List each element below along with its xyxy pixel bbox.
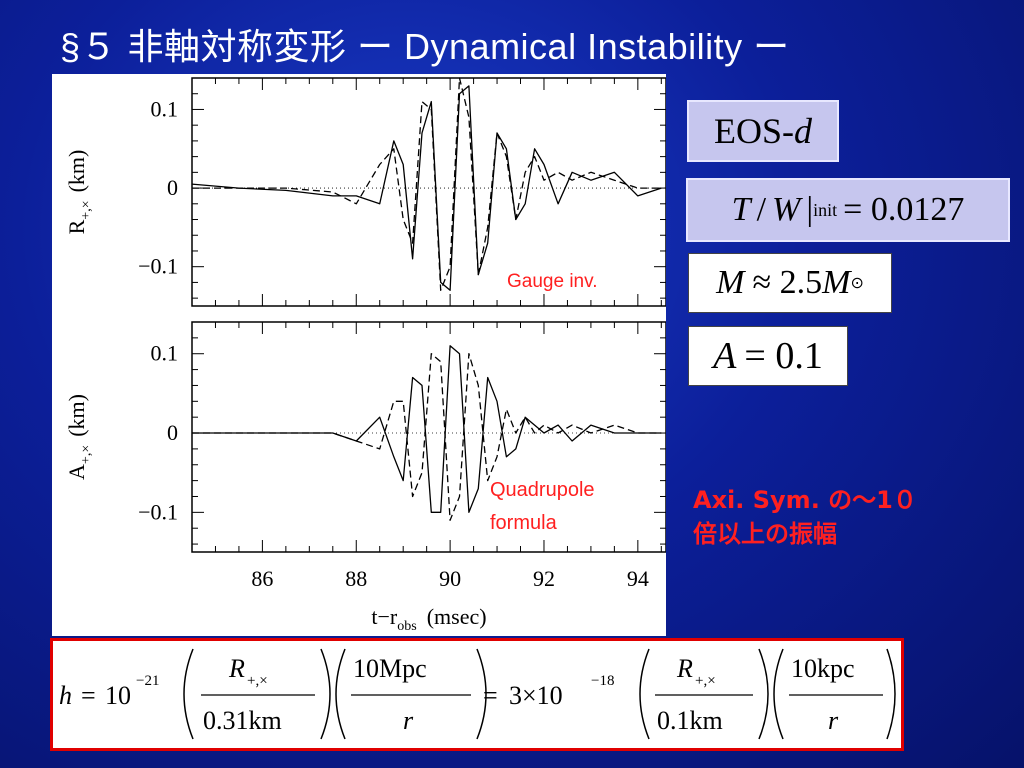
x-tick-label: 92 (533, 566, 555, 591)
series-line-dashed (192, 77, 662, 291)
formula-num2: 10Mpc (353, 654, 427, 683)
amp-A: A (713, 335, 737, 377)
formula-eq1: = (81, 681, 96, 710)
amp-value: = 0.1 (744, 335, 823, 377)
formula-den1: 0.31km (203, 706, 282, 735)
paren-right-1 (320, 648, 331, 740)
paren-left-3 (639, 648, 650, 740)
y-axis-label-1: A+,×(km) (64, 394, 94, 480)
eos-text: EOS- (714, 111, 794, 151)
formula-R3: R (676, 654, 693, 683)
tw-T: T (731, 191, 751, 228)
waveform-figure: 0.1 0 −0.1 R+,×(km) Gauge inv. 0.1 0 −0.1 A+,×(k… (52, 74, 666, 636)
paren-left-2 (335, 648, 346, 740)
formula-eq2: = (483, 681, 498, 710)
plot-frame-1 (191, 321, 666, 553)
eos-italic: d (794, 111, 812, 151)
formula-den4: r (828, 706, 839, 735)
formula-ten1: 10 (105, 681, 131, 710)
y-tick-label: −0.1 (138, 499, 178, 524)
y-tick-label: −0.1 (138, 254, 178, 279)
formula-num4: 10kpc (791, 654, 855, 683)
mass-box: M ≈ 2.5 M ⊙ (688, 253, 892, 313)
tw-W: W (772, 191, 801, 228)
series-line-dashed (192, 353, 662, 521)
x-axis-label: t−robs (msec) (371, 604, 486, 634)
formula-three: 3×10 (509, 681, 563, 710)
paren-left-1 (183, 648, 194, 740)
mass-M2: M (822, 264, 851, 301)
series-line-solid (191, 85, 662, 291)
strain-formula: h = 10 −21 R +,× 0.31km 10Mpc r = 3×10 −… (59, 648, 896, 740)
x-tick-label: 86 (251, 566, 273, 591)
x-tick-label: 94 (627, 566, 649, 591)
formula-h: h (59, 681, 72, 710)
formula-annotation: formula (490, 512, 558, 534)
rotation-ratio-box: T / W | init = 0.0127 (686, 178, 1010, 242)
formula-R1: R (228, 654, 245, 683)
formula-R3-sub: +,× (695, 673, 716, 689)
formula-den2: r (403, 706, 414, 735)
quadrupole-annotation: Quadrupole (490, 479, 595, 501)
formula-den3: 0.1km (657, 706, 723, 735)
slide-title: §５ 非軸対称変形 ー Dynamical Instability ー (60, 26, 790, 67)
tw-slash: / (756, 191, 767, 228)
amplitude-box: A = 0.1 (688, 326, 848, 386)
paren-right-3 (758, 648, 769, 740)
y-tick-label: 0.1 (151, 341, 179, 366)
mass-value: ≈ 2.5 (752, 264, 823, 301)
paren-left-4 (773, 648, 784, 740)
formula-exp1: −21 (136, 673, 159, 689)
x-tick-label: 90 (439, 566, 461, 591)
plot-frame-0 (191, 77, 666, 307)
paren-right-2 (476, 648, 487, 740)
note-line-1: Axi. Sym. の～1０ (693, 486, 917, 514)
mass-M: M (716, 264, 745, 301)
waveform-chart: 0.1 0 −0.1 R+,×(km) Gauge inv. 0.1 0 −0.1 A+,×(k… (64, 77, 666, 634)
gauge-annotation: Gauge inv. (507, 271, 597, 292)
paren-right-4 (886, 648, 896, 740)
tw-sub: init (813, 199, 838, 220)
strain-formula-box: h = 10 −21 R +,× 0.31km 10Mpc r = 3×10 −… (50, 638, 904, 751)
tw-value: = 0.0127 (843, 191, 965, 228)
axisym-note: Axi. Sym. の～1０ 倍以上の振幅 (693, 483, 917, 551)
y-tick-label: 0 (167, 175, 178, 200)
x-tick-label: 88 (345, 566, 367, 591)
formula-R1-sub: +,× (247, 673, 268, 689)
note-line-2: 倍以上の振幅 (693, 520, 837, 548)
y-axis-label-0: R+,×(km) (64, 150, 94, 235)
y-tick-label: 0 (167, 420, 178, 445)
tw-bar: | (806, 191, 814, 228)
formula-exp2: −18 (591, 673, 614, 689)
mass-sun-symbol: ⊙ (850, 275, 864, 292)
eos-label-box: EOS-d (687, 100, 839, 162)
y-tick-label: 0.1 (151, 96, 179, 121)
